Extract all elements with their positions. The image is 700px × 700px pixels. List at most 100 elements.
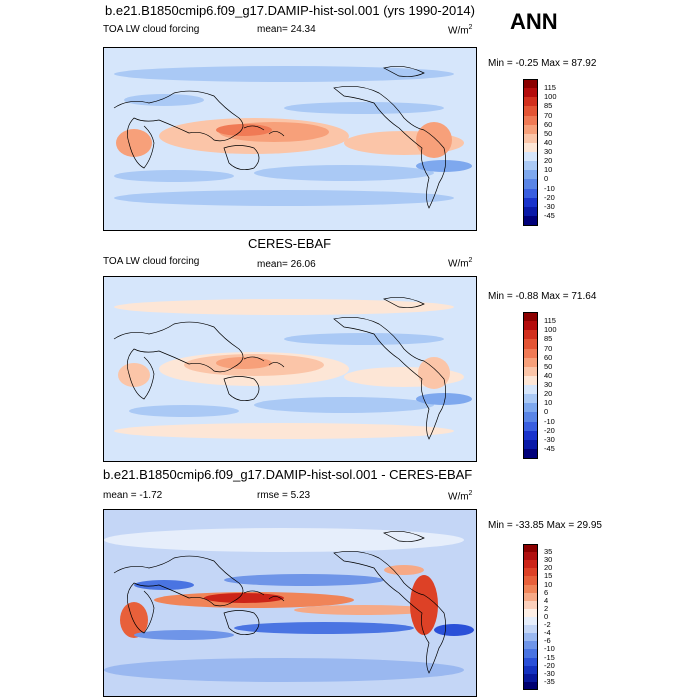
colorbar-swatch bbox=[523, 348, 538, 359]
colorbar-swatch bbox=[523, 552, 538, 561]
colorbar-swatch bbox=[523, 188, 538, 199]
colorbar-label: 100 bbox=[544, 92, 557, 102]
colorbar-swatch bbox=[523, 106, 538, 116]
panel1-map-plot bbox=[104, 48, 476, 230]
colorbar-label: -10 bbox=[544, 644, 555, 654]
colorbar-label: -2 bbox=[544, 620, 551, 630]
colorbar-swatch bbox=[523, 665, 538, 675]
colorbar-label: 30 bbox=[544, 147, 553, 156]
colorbar-swatch bbox=[523, 366, 538, 377]
colorbar-label: -10 bbox=[544, 183, 555, 193]
colorbar-label: 0 bbox=[544, 612, 549, 621]
colorbar-swatch bbox=[523, 544, 538, 553]
colorbar-label: -4 bbox=[544, 628, 551, 638]
colorbar-label: 20 bbox=[544, 156, 553, 166]
colorbar-swatch bbox=[523, 421, 538, 432]
season-label: ANN bbox=[510, 9, 558, 34]
colorbar-label: -35 bbox=[544, 676, 555, 686]
colorbar-label: 60 bbox=[544, 352, 553, 362]
colorbar-swatch bbox=[523, 97, 538, 107]
panel3-rmse-label: rmse = 5.23 bbox=[257, 490, 311, 501]
colorbar-label: -30 bbox=[544, 201, 555, 211]
panel3-map-plot bbox=[104, 510, 476, 696]
panel3-map bbox=[103, 509, 477, 697]
colorbar-swatch bbox=[523, 439, 538, 450]
colorbar-swatch bbox=[523, 412, 538, 422]
panel3-mean-label: mean = -1.72 bbox=[103, 490, 163, 501]
colorbar-swatch bbox=[523, 592, 538, 602]
colorbar-label: 0 bbox=[544, 174, 549, 184]
colorbar-swatch bbox=[523, 161, 538, 171]
panel2-map-plot bbox=[104, 277, 476, 461]
colorbar-label: 70 bbox=[544, 110, 553, 120]
colorbar-swatch bbox=[523, 649, 538, 659]
colorbar-swatch bbox=[523, 394, 538, 404]
colorbar-swatch bbox=[523, 321, 538, 331]
colorbar-label: 30 bbox=[544, 555, 553, 565]
colorbar-label: -10 bbox=[544, 416, 555, 426]
panel1-variable-label: TOA LW cloud forcing bbox=[103, 24, 200, 35]
colorbar-swatch bbox=[523, 584, 538, 594]
colorbar-label: 70 bbox=[544, 343, 553, 353]
colorbar-swatch bbox=[523, 170, 538, 180]
colorbar-swatch bbox=[523, 576, 538, 586]
panel2-variable-label: TOA LW cloud forcing bbox=[103, 256, 200, 267]
panel2-units: W/m2 bbox=[448, 257, 473, 270]
panel2-title: CERES-EBAF bbox=[248, 236, 332, 251]
colorbar-swatch bbox=[523, 430, 538, 441]
colorbar-swatch bbox=[523, 197, 538, 208]
colorbar-label: 85 bbox=[544, 334, 553, 344]
colorbar-label: 10 bbox=[544, 165, 553, 175]
panel1-mean-label: mean= 24.34 bbox=[257, 24, 316, 35]
panel2-minmax: Min = -0.88 Max = 71.64 bbox=[488, 291, 597, 302]
colorbar-swatch bbox=[523, 633, 538, 642]
colorbar-label: 10 bbox=[544, 579, 553, 589]
colorbar-swatch bbox=[523, 133, 538, 144]
colorbar-swatch bbox=[523, 568, 538, 577]
colorbar-swatch bbox=[523, 357, 538, 368]
colorbar-swatch bbox=[523, 673, 538, 683]
colorbar-swatch bbox=[523, 560, 538, 569]
panel2-map bbox=[103, 276, 477, 462]
panel1-units: W/m2 bbox=[448, 24, 473, 37]
colorbar-label: 0 bbox=[544, 407, 549, 417]
panel1-map bbox=[103, 47, 477, 231]
colorbar-label: 85 bbox=[544, 101, 553, 111]
colorbar-label: 10 bbox=[544, 398, 553, 408]
colorbar-swatch bbox=[523, 617, 538, 626]
colorbar-swatch bbox=[523, 330, 538, 340]
panel3-minmax: Min = -33.85 Max = 29.95 bbox=[488, 520, 602, 531]
colorbar-swatch bbox=[523, 79, 538, 89]
colorbar-label: 60 bbox=[544, 119, 553, 129]
colorbar-label: 35 bbox=[544, 547, 553, 557]
panel2-colorbar: 115 100 85 70 60 50 40 30 20 10 0 -10 -20 -30 -45 bbox=[523, 312, 573, 459]
colorbar-label: -20 bbox=[544, 192, 555, 202]
colorbar-swatch bbox=[523, 641, 538, 650]
colorbar-label: 50 bbox=[544, 361, 553, 371]
colorbar-label: 2 bbox=[544, 603, 549, 613]
colorbar-label: 30 bbox=[544, 380, 553, 389]
colorbar-label: -20 bbox=[544, 425, 555, 435]
panel2-mean-label: mean= 26.06 bbox=[257, 259, 316, 270]
colorbar-label: -45 bbox=[544, 210, 555, 220]
colorbar-swatch bbox=[523, 608, 538, 618]
colorbar-label: 15 bbox=[544, 571, 553, 581]
colorbar-label: 20 bbox=[544, 389, 553, 399]
colorbar-swatch bbox=[523, 375, 538, 386]
colorbar-swatch bbox=[523, 142, 538, 153]
colorbar-swatch bbox=[523, 124, 538, 135]
colorbar-swatch bbox=[523, 206, 538, 217]
panel1-minmax: Min = -0.25 Max = 87.92 bbox=[488, 58, 597, 69]
colorbar-swatch bbox=[523, 657, 538, 667]
colorbar-swatch bbox=[523, 339, 538, 349]
colorbar-label: 40 bbox=[544, 370, 553, 380]
colorbar-label: -15 bbox=[544, 652, 555, 662]
colorbar-label: 115 bbox=[544, 316, 556, 326]
colorbar-label: -30 bbox=[544, 668, 555, 678]
colorbar-swatch bbox=[523, 215, 538, 226]
colorbar-swatch bbox=[523, 115, 538, 126]
colorbar-label: 115 bbox=[544, 83, 556, 93]
colorbar-swatch bbox=[523, 403, 538, 413]
panel3-units: W/m2 bbox=[448, 490, 473, 503]
colorbar-swatch bbox=[523, 681, 538, 691]
